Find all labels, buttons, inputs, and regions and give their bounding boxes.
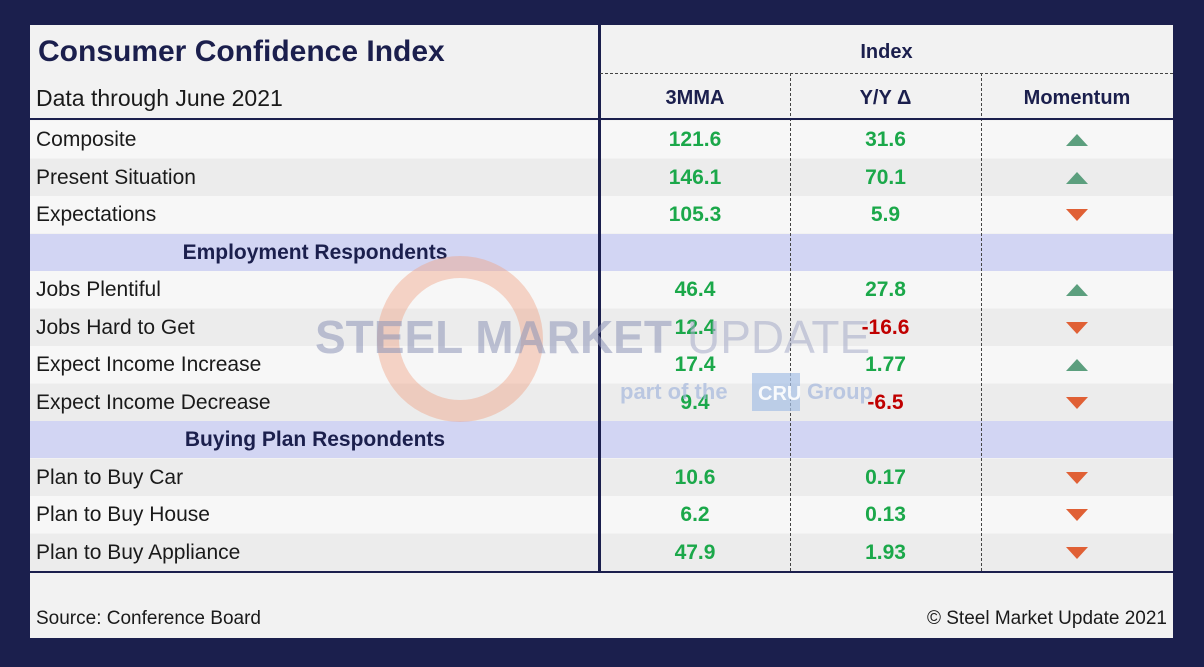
- divider-vertical-main: [598, 25, 601, 571]
- value-3mma: 47.9: [674, 540, 716, 564]
- row-label: Jobs Plentiful: [36, 278, 161, 301]
- arrow-down-icon: [1066, 209, 1088, 222]
- value-yy-change: 1.77: [865, 353, 906, 376]
- momentum-cell: [981, 309, 1173, 346]
- table-row: Plan to Buy House 6.2 0.13: [30, 496, 1173, 533]
- momentum-cell: [981, 271, 1173, 308]
- arrow-up-icon: [1066, 134, 1088, 147]
- table-bottom-rule: [30, 571, 1173, 573]
- value-yy-change: 27.8: [865, 278, 906, 301]
- row-label: Plan to Buy House: [36, 503, 210, 526]
- arrow-up-icon: [1066, 284, 1088, 297]
- value-yy-change: 0.17: [865, 465, 906, 489]
- row-label: Present Situation: [36, 165, 196, 189]
- momentum-cell: [981, 534, 1173, 571]
- value-yy-change: 70.1: [865, 165, 906, 189]
- value-yy-change: -16.6: [861, 315, 910, 339]
- data-table: Consumer Confidence Index Data through J…: [30, 25, 1173, 573]
- section-row: Buying Plan Respondents: [30, 421, 1173, 458]
- momentum-cell: [981, 459, 1173, 496]
- section-label: Employment Respondents: [182, 240, 448, 264]
- arrow-down-icon: [1066, 396, 1088, 409]
- page-subtitle: Data through June 2021: [36, 85, 283, 111]
- column-header-momentum: Momentum: [1023, 87, 1131, 109]
- value-3mma: 17.4: [674, 353, 716, 376]
- table-row: Plan to Buy Appliance 47.9 1.93: [30, 533, 1173, 571]
- arrow-up-icon: [1066, 359, 1088, 372]
- divider-vertical-dashed: [790, 73, 791, 571]
- value-yy-change: 31.6: [865, 128, 906, 151]
- row-label: Expectations: [36, 203, 157, 226]
- momentum-cell: [981, 159, 1173, 196]
- value-yy-change: -6.5: [867, 390, 904, 414]
- table-row: Composite 121.6 31.6: [30, 121, 1173, 158]
- section-row: Employment Respondents: [30, 233, 1173, 271]
- table-row: Expect Income Increase 17.4 1.77: [30, 346, 1173, 383]
- index-group-header: Index: [860, 41, 913, 63]
- row-label: Expect Income Decrease: [36, 390, 271, 414]
- divider-horizontal-dashed: [600, 73, 1173, 74]
- value-yy-change: 0.13: [865, 503, 906, 526]
- momentum-cell: [981, 196, 1173, 233]
- row-label: Plan to Buy Appliance: [36, 540, 241, 564]
- source-note: Source: Conference Board: [36, 608, 261, 629]
- value-3mma: 121.6: [668, 128, 722, 151]
- row-label: Composite: [36, 128, 137, 151]
- momentum-cell: [981, 121, 1173, 158]
- value-yy-change: 1.93: [865, 540, 906, 564]
- page-title: Consumer Confidence Index: [38, 35, 445, 68]
- arrow-down-icon: [1066, 546, 1088, 559]
- arrow-down-icon: [1066, 509, 1088, 522]
- value-3mma: 146.1: [668, 165, 722, 189]
- copyright-note: © Steel Market Update 2021: [926, 608, 1167, 629]
- value-3mma: 9.4: [680, 390, 710, 414]
- arrow-up-icon: [1066, 171, 1088, 184]
- table-row: Jobs Plentiful 46.4 27.8: [30, 271, 1173, 308]
- value-3mma: 10.6: [674, 465, 716, 489]
- value-3mma: 12.4: [674, 315, 716, 339]
- arrow-down-icon: [1066, 471, 1088, 484]
- row-label: Plan to Buy Car: [36, 465, 184, 489]
- arrow-down-icon: [1066, 321, 1088, 334]
- table-row: Expectations 105.3 5.9: [30, 196, 1173, 233]
- value-yy-change: 5.9: [870, 203, 901, 226]
- column-header-3mma: 3MMA: [665, 87, 725, 109]
- row-label: Expect Income Increase: [36, 353, 262, 376]
- section-label: Buying Plan Respondents: [184, 428, 446, 451]
- table-panel: Consumer Confidence Index Data through J…: [30, 25, 1173, 638]
- row-label: Jobs Hard to Get: [36, 315, 195, 339]
- momentum-cell: [981, 346, 1173, 383]
- table-row: Jobs Hard to Get 12.4 -16.6: [30, 308, 1173, 346]
- table-row: Present Situation 146.1 70.1: [30, 158, 1173, 196]
- momentum-cell: [981, 496, 1173, 533]
- header-rule: [30, 118, 1173, 120]
- value-3mma: 105.3: [668, 203, 722, 226]
- table-row: Expect Income Decrease 9.4 -6.5: [30, 383, 1173, 421]
- table-row: Plan to Buy Car 10.6 0.17: [30, 458, 1173, 496]
- value-3mma: 46.4: [674, 278, 716, 301]
- divider-vertical-dashed: [981, 73, 982, 571]
- column-header-yy-change: Y/Y Δ: [859, 87, 912, 109]
- momentum-cell: [981, 384, 1173, 421]
- value-3mma: 6.2: [680, 503, 710, 526]
